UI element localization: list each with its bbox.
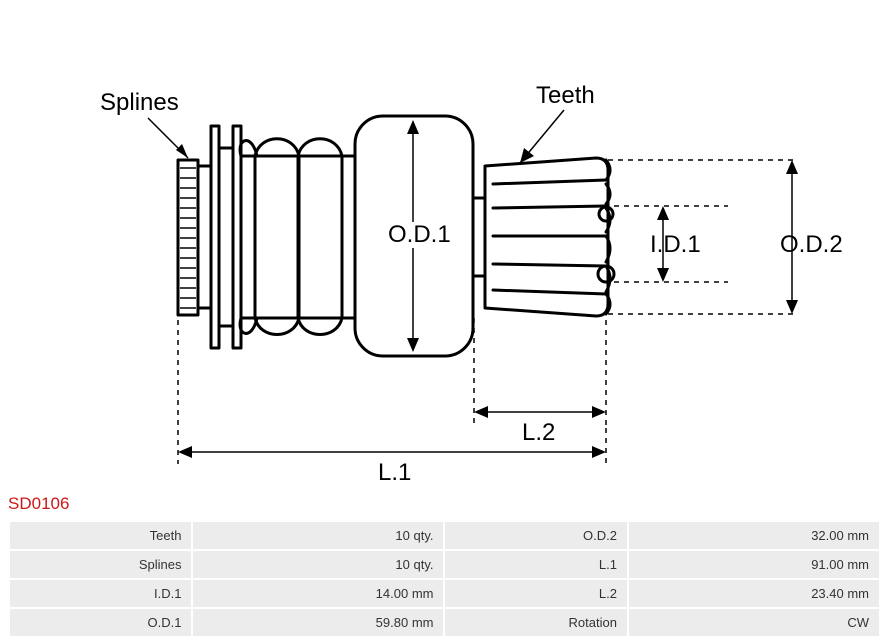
spec-label: L.1 xyxy=(445,551,626,578)
spec-label: L.2 xyxy=(445,580,626,607)
table-row: Splines 10 qty. L.1 91.00 mm xyxy=(10,551,879,578)
spec-label: O.D.1 xyxy=(10,609,191,636)
spec-label: Rotation xyxy=(445,609,626,636)
label-od1: O.D.1 xyxy=(388,221,451,248)
label-id1: I.D.1 xyxy=(650,231,701,258)
table-row: I.D.1 14.00 mm L.2 23.40 mm xyxy=(10,580,879,607)
technical-diagram: Splines Teeth O.D.1 I.D.1 O.D.2 L.2 xyxy=(8,8,881,488)
spec-value: CW xyxy=(629,609,879,636)
spec-value: 10 qty. xyxy=(193,551,443,578)
spec-label: Teeth xyxy=(10,522,191,549)
spec-label: O.D.2 xyxy=(445,522,626,549)
spec-value: 91.00 mm xyxy=(629,551,879,578)
spec-table: Teeth 10 qty. O.D.2 32.00 mm Splines 10 … xyxy=(8,520,881,638)
label-l1: L.1 xyxy=(378,459,411,486)
table-row: O.D.1 59.80 mm Rotation CW xyxy=(10,609,879,636)
spec-label: Splines xyxy=(10,551,191,578)
spec-value: 14.00 mm xyxy=(193,580,443,607)
spec-value: 59.80 mm xyxy=(193,609,443,636)
part-number: SD0106 xyxy=(8,494,881,514)
spec-label: I.D.1 xyxy=(10,580,191,607)
label-od2: O.D.2 xyxy=(780,231,843,258)
spec-value: 10 qty. xyxy=(193,522,443,549)
table-row: Teeth 10 qty. O.D.2 32.00 mm xyxy=(10,522,879,549)
spec-value: 32.00 mm xyxy=(629,522,879,549)
label-splines: Splines xyxy=(100,89,179,116)
label-l2: L.2 xyxy=(522,419,555,446)
label-teeth: Teeth xyxy=(536,82,595,109)
spec-value: 23.40 mm xyxy=(629,580,879,607)
